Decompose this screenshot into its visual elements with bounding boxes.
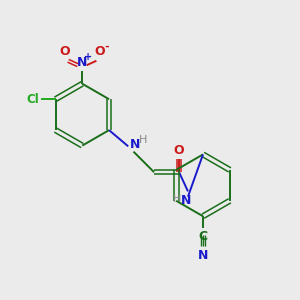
Text: N: N [198, 249, 208, 262]
Text: H: H [139, 135, 148, 145]
Text: O: O [94, 45, 105, 58]
Text: N: N [130, 138, 140, 151]
Text: N: N [77, 56, 88, 69]
Text: O: O [174, 144, 184, 157]
Text: H: H [172, 194, 181, 204]
Text: C: C [198, 230, 208, 242]
Text: +: + [84, 52, 92, 62]
Text: O: O [59, 45, 70, 58]
Text: -: - [104, 42, 109, 52]
Text: Cl: Cl [26, 93, 39, 106]
Text: N: N [181, 194, 192, 207]
